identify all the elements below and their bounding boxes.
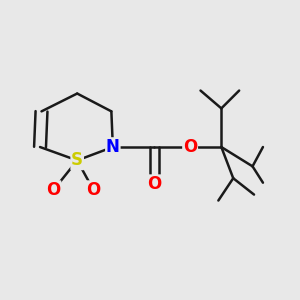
Text: O: O xyxy=(183,138,197,156)
Text: O: O xyxy=(46,181,61,199)
Text: O: O xyxy=(86,181,101,199)
Text: N: N xyxy=(106,138,120,156)
Text: O: O xyxy=(147,175,162,193)
Text: S: S xyxy=(71,152,83,169)
